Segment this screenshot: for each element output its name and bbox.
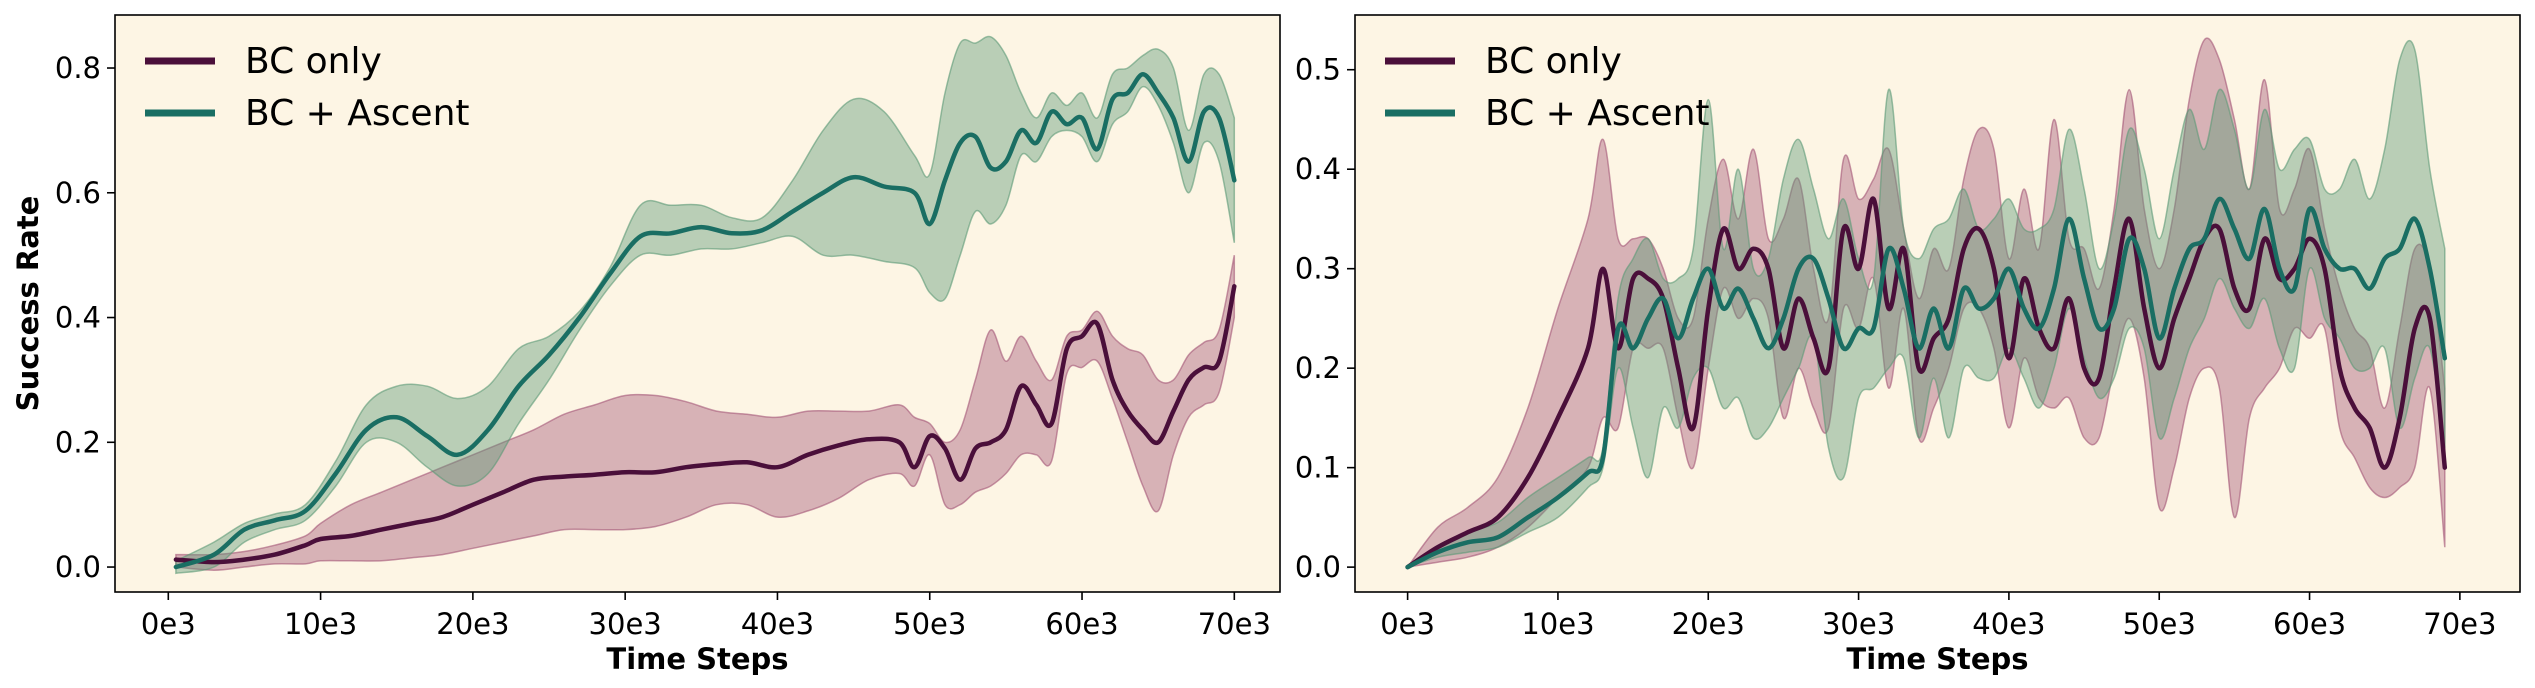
legend-label-bc-only: BC only	[245, 41, 382, 82]
y-tick-label: 0.6	[55, 176, 101, 210]
x-tick-label: 70e3	[2423, 607, 2496, 641]
y-tick-label: 0.8	[55, 51, 101, 85]
series-line-bc-only	[1405, 196, 2448, 570]
legend: BC only BC + Ascent	[145, 41, 470, 134]
x-tick-label: 0e3	[141, 607, 196, 641]
y-tick-label: 0.0	[55, 550, 101, 584]
x-tick-label: 30e3	[1822, 607, 1895, 641]
axes-frame	[1354, 14, 2521, 593]
panel-left-chart: 0e3 10e3 20e3 30e3 40e3 50e3 60e3 70e3 0.0 0.2 0.4…	[11, 14, 1281, 676]
x-tick-label: 50e3	[2123, 607, 2196, 641]
x-axis-label: Time Steps	[606, 642, 788, 676]
confidence-band-bc-only	[175, 255, 1236, 571]
legend: BC only BC + Ascent	[1385, 41, 1710, 134]
y-tick-label: 0.1	[1295, 451, 1341, 485]
x-tick-label: 20e3	[1672, 607, 1745, 641]
y-tick-label: 0.4	[55, 301, 101, 335]
y-tick-label: 0.4	[1295, 152, 1341, 186]
confidence-band-bc-ascent	[1407, 39, 2446, 568]
x-tick-label: 40e3	[1972, 607, 2045, 641]
confidence-band-bc-ascent	[175, 35, 1236, 575]
panel-right-chart: 0e3 10e3 20e3 30e3 40e3 50e3 60e3 70e3 0.0 0.1 0.2…	[1295, 14, 2521, 676]
series-line-bc-only	[173, 284, 1237, 565]
legend-label-bc-ascent: BC + Ascent	[1485, 93, 1710, 134]
y-tick-label: 0.2	[55, 425, 101, 459]
y-tick-label: 0.3	[1295, 252, 1341, 286]
x-tick-label: 10e3	[284, 607, 357, 641]
x-tick-label: 70e3	[1198, 607, 1271, 641]
x-tick-label: 30e3	[589, 607, 662, 641]
series-line-bc-ascent	[1405, 196, 2448, 570]
x-tick-label: 10e3	[1521, 607, 1594, 641]
x-tick-label: 50e3	[893, 607, 966, 641]
legend-label-bc-ascent: BC + Ascent	[245, 93, 470, 134]
legend-label-bc-only: BC only	[1485, 41, 1622, 82]
x-tick-label: 20e3	[436, 607, 509, 641]
y-tick-label: 0.0	[1295, 550, 1341, 584]
plot-area	[1355, 15, 2520, 592]
x-axis-label: Time Steps	[1846, 642, 2028, 676]
x-tick-label: 40e3	[741, 607, 814, 641]
x-tick-label: 0e3	[1380, 607, 1435, 641]
x-tick-label: 60e3	[2273, 607, 2346, 641]
y-axis-label: Success Rate	[11, 196, 45, 412]
series-line-bc-ascent	[173, 72, 1237, 570]
y-tick-label: 0.5	[1295, 53, 1341, 87]
y-tick-label: 0.2	[1295, 351, 1341, 385]
plot-area	[115, 15, 1280, 592]
x-tick-label: 60e3	[1045, 607, 1118, 641]
axes-frame	[114, 14, 1281, 593]
